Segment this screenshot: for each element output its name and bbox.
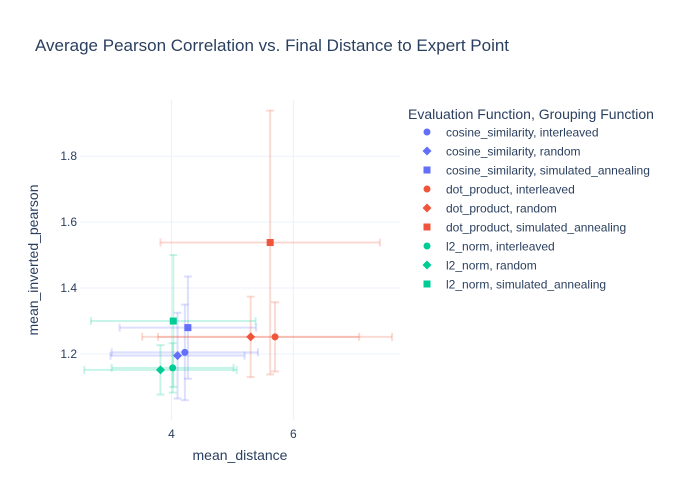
legend-label: cosine_similarity, simulated_annealing — [446, 164, 650, 178]
y-tick-label: 1.2 — [60, 347, 77, 361]
legend-title: Evaluation Function, Grouping Function — [408, 106, 654, 122]
data-point — [184, 324, 192, 332]
data-point — [169, 317, 177, 325]
y-tick-label: 1.6 — [60, 215, 77, 229]
legend-marker — [422, 260, 432, 270]
y-tick-label: 1.8 — [60, 149, 77, 163]
legend-item: dot_product, random — [422, 202, 557, 216]
legend-label: l2_norm, random — [446, 259, 537, 273]
legend-marker — [423, 166, 431, 174]
legend-marker — [423, 223, 431, 231]
legend-marker — [423, 242, 431, 250]
x-tick-label: 6 — [290, 427, 297, 441]
legend-label: dot_product, random — [446, 202, 557, 216]
legend-label: dot_product, interleaved — [446, 183, 575, 197]
data-point — [266, 239, 274, 247]
legend-marker — [423, 280, 431, 288]
data-point — [181, 348, 189, 356]
chart-title: Average Pearson Correlation vs. Final Di… — [35, 36, 509, 55]
legend-item: dot_product, simulated_annealing — [423, 221, 626, 235]
legend-item: cosine_similarity, simulated_annealing — [423, 164, 650, 178]
legend-label: l2_norm, simulated_annealing — [446, 278, 606, 292]
legend-item: l2_norm, simulated_annealing — [423, 278, 606, 292]
data-point — [271, 333, 279, 341]
data-markers — [155, 239, 279, 375]
data-point — [246, 332, 256, 342]
legend-label: dot_product, simulated_annealing — [446, 221, 626, 235]
data-point — [169, 364, 177, 372]
axis-ticks: 4 6 1.2 1.4 1.6 1.8 — [60, 149, 297, 441]
legend-item: cosine_similarity, random — [422, 145, 581, 159]
legend-label: cosine_similarity, interleaved — [446, 126, 599, 140]
legend-item: cosine_similarity, interleaved — [423, 126, 599, 140]
grid — [80, 100, 400, 420]
legend-marker — [422, 203, 432, 213]
data-point — [155, 365, 165, 375]
x-tick-label: 4 — [168, 427, 175, 441]
legend-marker — [423, 185, 431, 193]
y-axis-title: mean_inverted_pearson — [25, 185, 41, 336]
legend-marker — [422, 146, 432, 156]
legend-item: dot_product, interleaved — [423, 183, 575, 197]
x-axis-title: mean_distance — [193, 447, 288, 463]
legend-label: l2_norm, interleaved — [446, 240, 555, 254]
legend-marker — [423, 128, 431, 136]
legend: Evaluation Function, Grouping Function c… — [408, 106, 654, 292]
legend-items: cosine_similarity, interleaved cosine_sim… — [422, 126, 650, 292]
y-tick-label: 1.4 — [60, 281, 77, 295]
data-point — [173, 351, 183, 361]
legend-label: cosine_similarity, random — [446, 145, 581, 159]
error-bars — [83, 109, 394, 402]
legend-item: l2_norm, random — [422, 259, 537, 273]
legend-item: l2_norm, interleaved — [423, 240, 555, 254]
